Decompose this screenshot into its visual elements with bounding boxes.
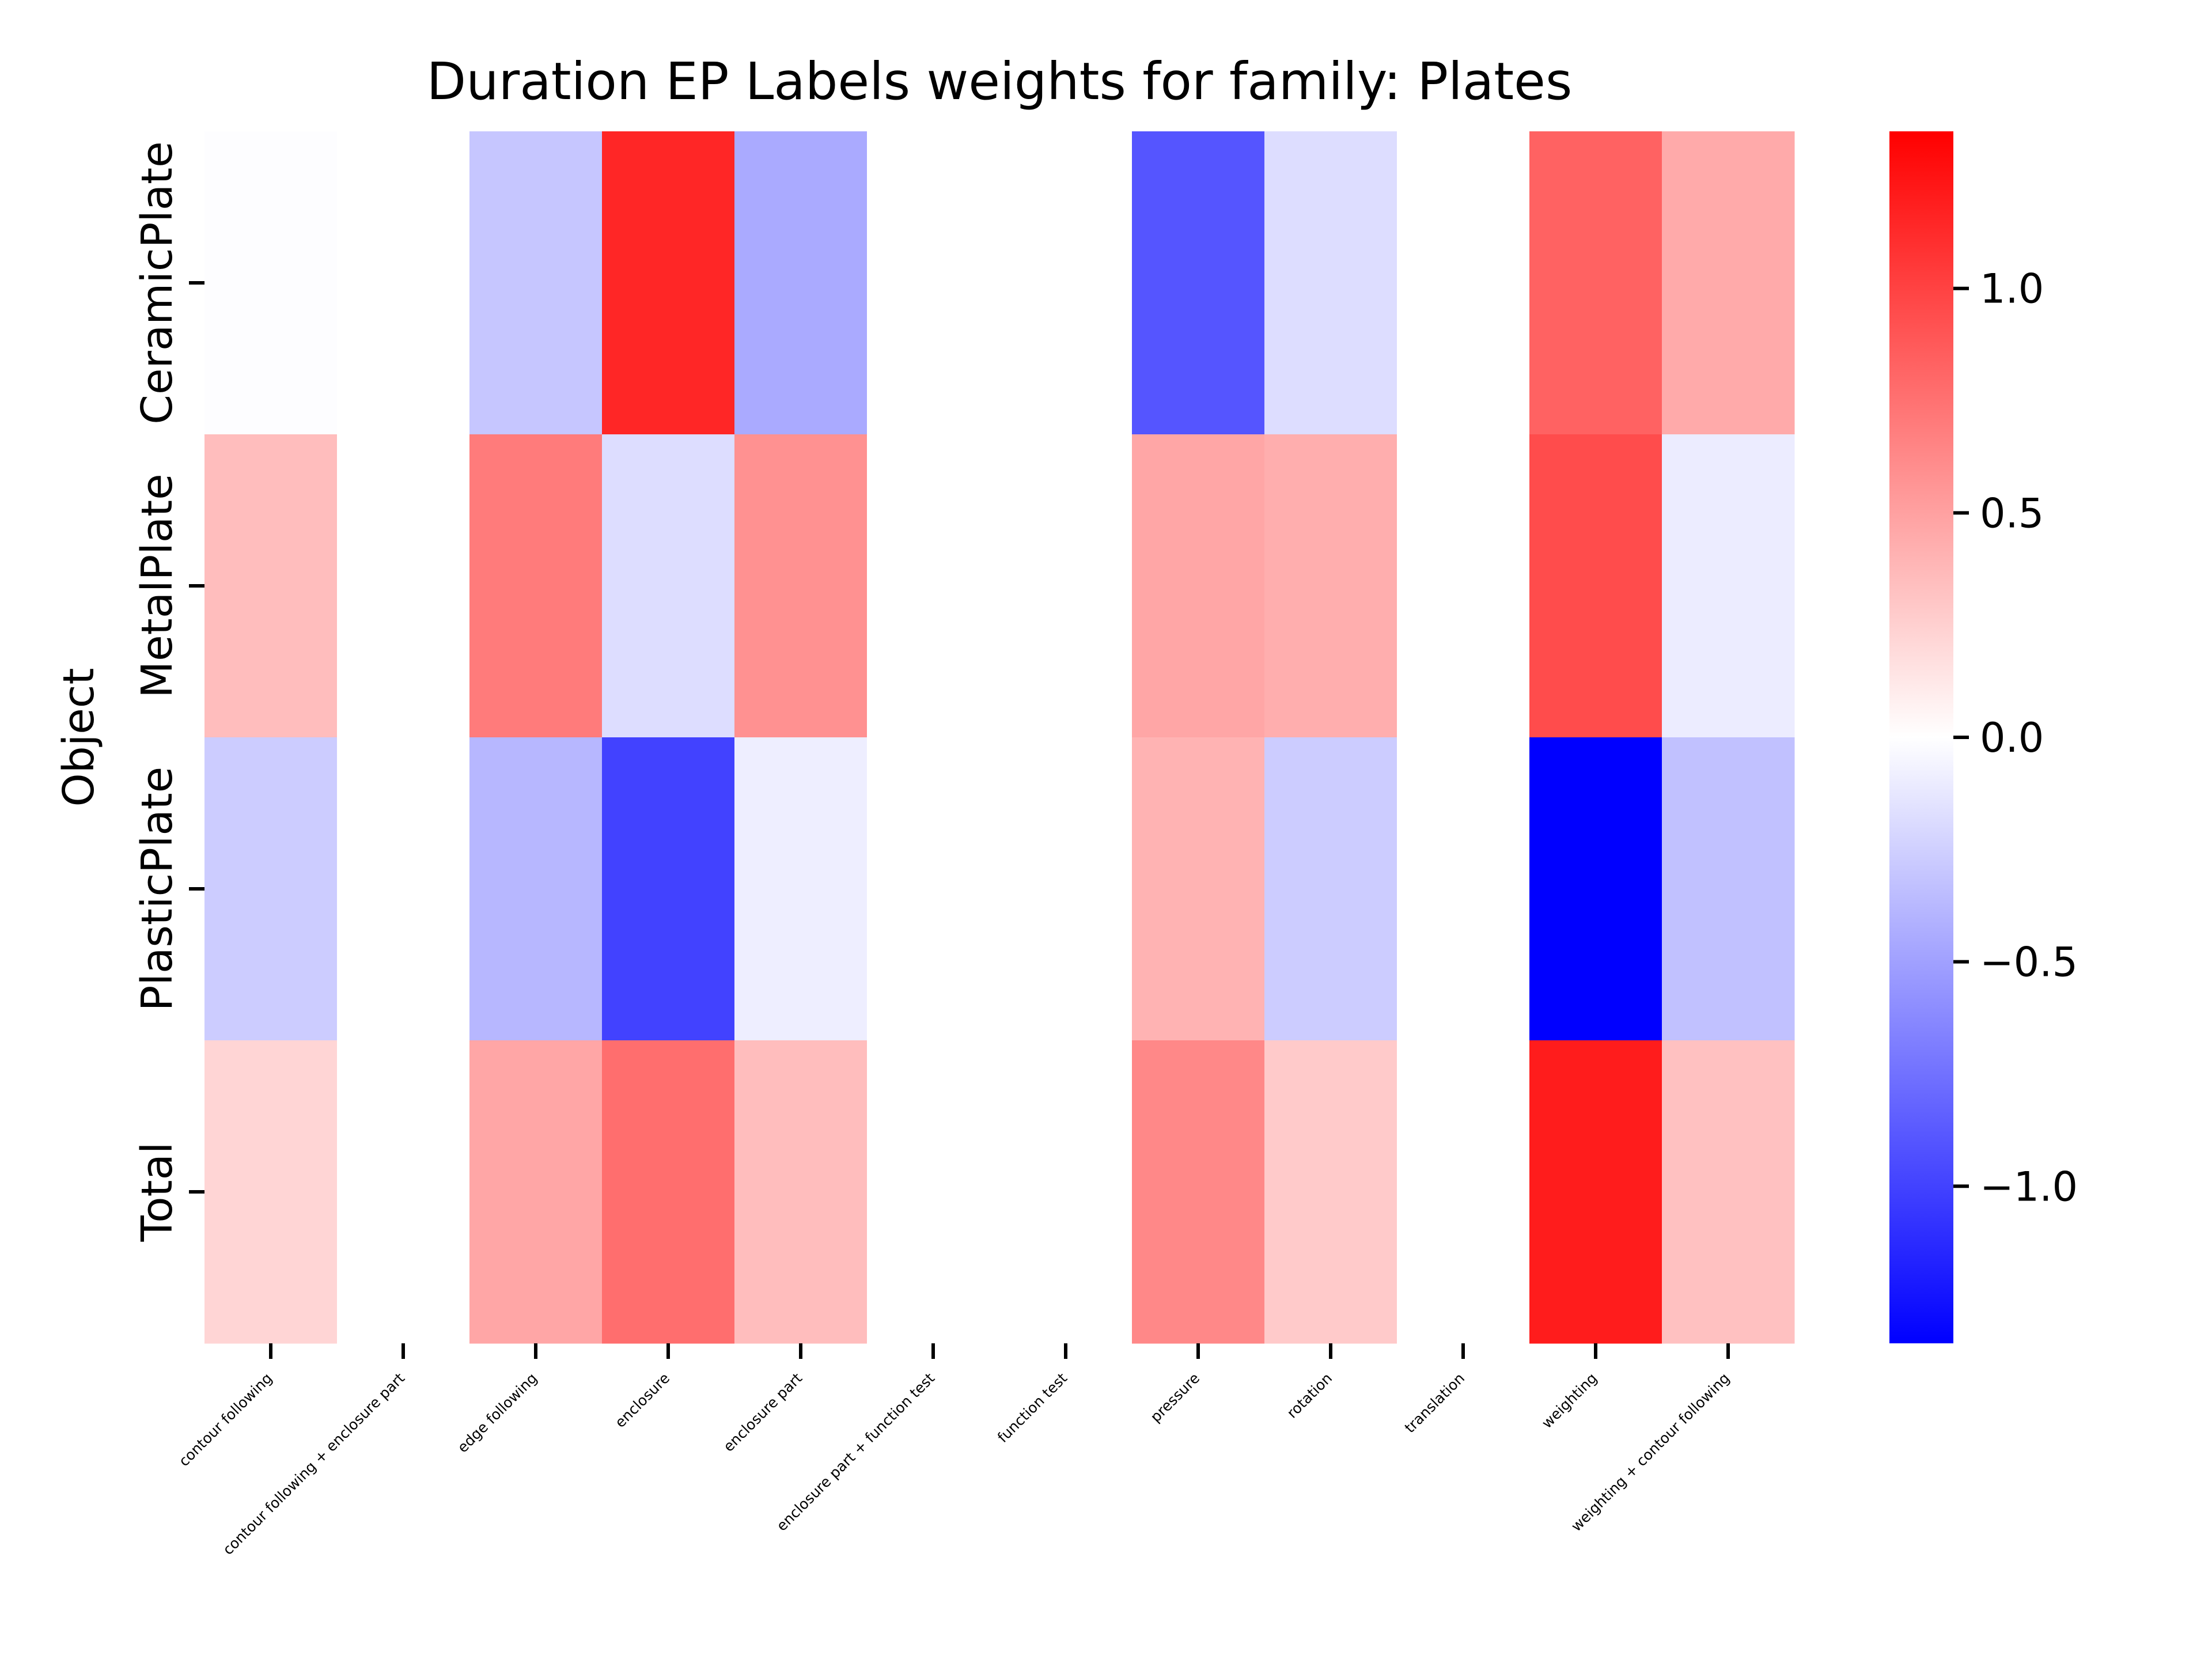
heatmap-cell [1662, 434, 1795, 738]
colorbar-tick-label: 1.0 [1980, 266, 2044, 313]
colorbar-tick-label: 0.0 [1980, 714, 2044, 762]
heatmap-cells [204, 131, 1795, 1344]
heatmap-cell [1529, 131, 1662, 435]
heatmap-cell [999, 434, 1132, 738]
x-tick-label: enclosure [612, 1370, 673, 1431]
x-tick-label: translation [1402, 1370, 1468, 1437]
heatmap-cell [867, 737, 1000, 1041]
heatmap-cell [1132, 131, 1265, 435]
heatmap-cell [469, 131, 603, 435]
heatmap-cell [337, 1040, 470, 1344]
heatmap-cell [1662, 1040, 1795, 1344]
heatmap-cell [337, 131, 470, 435]
heatmap-cell [602, 737, 735, 1041]
heatmap-cell [337, 737, 470, 1041]
heatmap-cell [1264, 434, 1397, 738]
x-tick-label: weighting [1539, 1370, 1600, 1431]
heatmap-cell [1397, 131, 1530, 435]
colorbar-tick-label: −1.0 [1980, 1163, 2078, 1210]
heatmap-cell [1397, 1040, 1530, 1344]
heatmap-cell [1529, 1040, 1662, 1344]
heatmap-cell [867, 434, 1000, 738]
y-tick-label: CeramicPlate [132, 141, 182, 424]
heatmap-cell [602, 434, 735, 738]
heatmap-cell [867, 1040, 1000, 1344]
colorbar-ticks: 1.0 0.5 0.0 −0.5 −1.0 [1953, 266, 2078, 1210]
y-axis-label: Object [54, 668, 104, 806]
heatmap-cell [999, 737, 1132, 1041]
heatmap-cell [1264, 1040, 1397, 1344]
heatmap-cell [1662, 737, 1795, 1041]
heatmap-cell [1264, 737, 1397, 1041]
y-tick-label: MetalPlate [132, 474, 182, 698]
heatmap-cell [469, 434, 603, 738]
heatmap-cell [469, 737, 603, 1041]
heatmap-cell [1132, 737, 1265, 1041]
heatmap-cell [1529, 434, 1662, 738]
heatmap-cell [602, 1040, 735, 1344]
heatmap-cell [1132, 434, 1265, 738]
heatmap-cell [1397, 737, 1530, 1041]
heatmap-cell [602, 131, 735, 435]
heatmap-cell [734, 131, 868, 435]
heatmap-cell [469, 1040, 603, 1344]
heatmap-cell [204, 131, 338, 435]
heatmap-cell [1264, 131, 1397, 435]
colorbar-tick-label: 0.5 [1980, 490, 2044, 537]
x-tick-label: pressure [1147, 1370, 1203, 1426]
heatmap-cell [204, 434, 338, 738]
heatmap-cell [1662, 131, 1795, 435]
x-tick-label: rotation [1283, 1370, 1335, 1422]
heatmap-cell [999, 1040, 1132, 1344]
heatmap-cell [204, 737, 338, 1041]
heatmap-cell [1397, 434, 1530, 738]
heatmap-cell [1132, 1040, 1265, 1344]
x-tick-label: enclosure part [720, 1370, 805, 1455]
x-tick-label: edge following [454, 1370, 540, 1456]
x-tick-label: function test [994, 1370, 1070, 1446]
heatmap-cell [867, 131, 1000, 435]
colorbar-tick-label: −0.5 [1980, 939, 2078, 986]
heatmap-cell [999, 131, 1132, 435]
x-tick-label: contour following [176, 1370, 276, 1470]
heatmap-cell [204, 1040, 338, 1344]
x-tick-label: weighting + contour following [1568, 1370, 1733, 1535]
heatmap-cell [337, 434, 470, 738]
heatmap-cell [734, 737, 868, 1041]
x-tick-label: enclosure part + function test [773, 1370, 938, 1535]
y-tick-label: PlasticPlate [132, 767, 182, 1011]
heatmap-cell [734, 434, 868, 738]
heatmap-cell [1529, 737, 1662, 1041]
y-axis-ticks: CeramicPlate MetalPlate PlasticPlate Total [132, 141, 204, 1242]
y-tick-label: Total [132, 1142, 182, 1243]
colorbar [1889, 131, 1953, 1343]
heatmap-cell [734, 1040, 868, 1344]
chart-title: Duration EP Labels weights for family: P… [427, 51, 1573, 111]
